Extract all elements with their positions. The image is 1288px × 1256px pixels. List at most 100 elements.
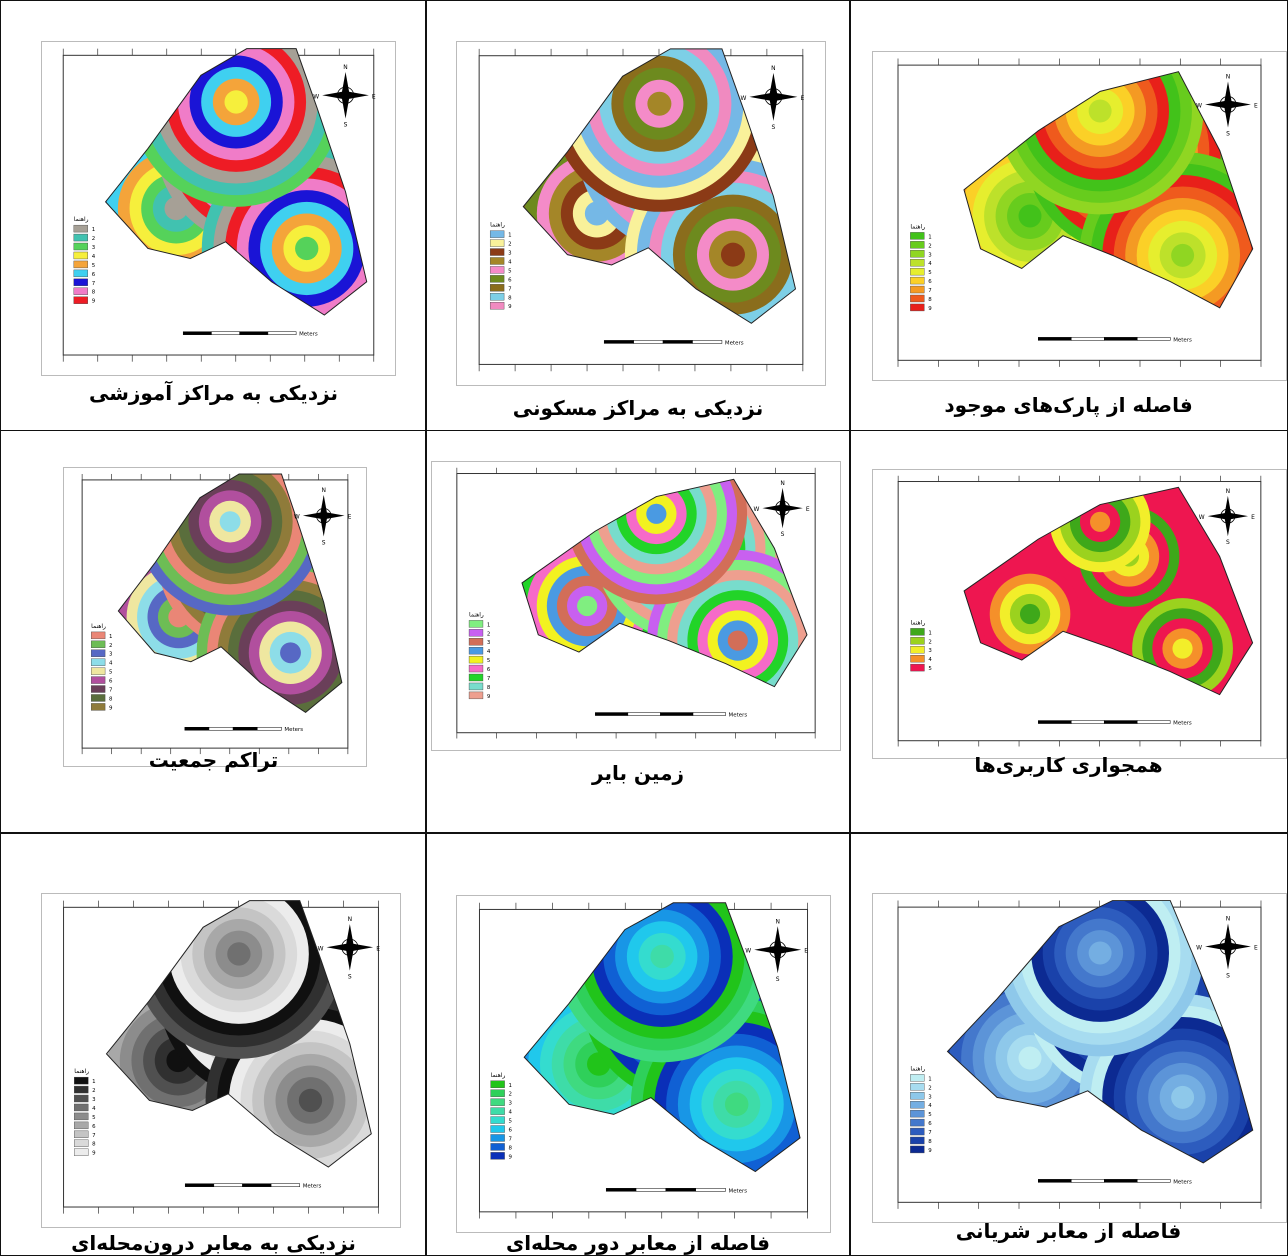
compass-letter: N [771, 65, 775, 72]
map-zone [1090, 511, 1111, 532]
legend-label: 5 [487, 658, 490, 664]
legend-label: 4 [928, 1103, 932, 1109]
map-zone [720, 242, 745, 267]
parcel-boundary [963, 71, 1254, 309]
legend-swatch [468, 655, 484, 664]
legend-swatch [73, 224, 88, 233]
compass-letter: W [294, 514, 300, 521]
map-zone [227, 942, 251, 966]
legend-swatch [73, 251, 88, 260]
legend-swatch [468, 664, 484, 673]
compass-letter: S [348, 974, 352, 981]
scale-units: Meters [1173, 721, 1192, 727]
legend-label: 6 [928, 279, 932, 285]
compass-letter: E [801, 95, 805, 102]
map-zone [724, 1092, 749, 1117]
legend-title: راهنما [491, 1072, 506, 1079]
legend-label: 9 [928, 306, 932, 312]
map-zone [219, 511, 241, 533]
panel-cell: N S E W راهنما 1 2 3 4 5 6 7 8 9 Meters فاصله از معابر… [425, 832, 851, 1256]
legend-label: 1 [509, 1083, 512, 1089]
legend-swatch [910, 1136, 925, 1145]
legend-swatch [910, 250, 925, 258]
legend-swatch [468, 620, 484, 628]
compass-letter: S [776, 976, 780, 983]
legend-swatch [489, 266, 505, 274]
legend-swatch [489, 284, 505, 292]
legend-swatch [74, 1094, 89, 1103]
legend-label: 1 [928, 1076, 931, 1082]
legend-swatch [90, 631, 106, 640]
panel-caption: نزدیکی به معابر درون‌محله‌ای [71, 1231, 356, 1255]
legend-swatch [73, 242, 88, 251]
compass-letter: S [344, 122, 348, 129]
legend-swatch [74, 1139, 89, 1147]
panel-caption: فاصله از پارک‌های موجود [944, 393, 1193, 417]
scale-bar: Meters [605, 1188, 747, 1194]
panel-caption: نزدیکی به مراکز آموزشی [88, 381, 339, 405]
map-frame [897, 481, 1262, 742]
map-zone [224, 90, 248, 114]
legend-swatch [910, 646, 925, 654]
compass-letter: W [754, 506, 760, 513]
legend-swatch [910, 303, 925, 312]
map-zone [1018, 204, 1042, 228]
legend-label: 4 [487, 649, 491, 655]
legend-swatch [90, 640, 106, 648]
legend-label: 9 [508, 304, 512, 310]
legend-swatch [489, 230, 505, 238]
parcel-boundary [522, 48, 797, 324]
legend-swatch [90, 649, 106, 657]
compass-letter: N [321, 487, 325, 494]
compass-letter: E [376, 945, 380, 952]
panel-caption: فاصله از معابر شریانی [955, 1219, 1182, 1243]
legend-label: 3 [508, 251, 512, 257]
legend-label: 1 [487, 622, 490, 628]
scale-bar: Meters [184, 1183, 322, 1190]
legend-swatch [910, 1109, 925, 1118]
legend-swatch [74, 1085, 89, 1094]
map-zone [727, 630, 748, 651]
north-arrow-icon: N S E W [313, 64, 376, 129]
map-zone [1171, 243, 1195, 267]
scale-bar: Meters [603, 340, 744, 346]
legend-title: راهنما [74, 1068, 89, 1075]
legend-swatch [73, 278, 88, 286]
compass-letter: W [318, 945, 324, 952]
legend-label: 2 [109, 643, 112, 649]
scale-bar: Meters [182, 331, 318, 338]
legend-label: 7 [508, 286, 511, 292]
legend-label: 2 [487, 631, 490, 637]
legend-swatch [74, 1148, 89, 1156]
legend-label: 6 [109, 679, 113, 685]
legend-label: 5 [928, 270, 931, 276]
legend-swatch [90, 703, 106, 711]
north-arrow-icon: N S E W [1196, 916, 1258, 980]
legend-label: 5 [92, 263, 95, 269]
compass-letter: W [745, 948, 751, 955]
legend-swatch [468, 629, 484, 637]
panel-caption: فاصله از معابر دور محله‌ای [505, 1231, 771, 1255]
legend-swatch [489, 302, 505, 310]
legend-label: 3 [92, 1097, 96, 1103]
map-panel: N S E W راهنما 1 2 3 4 5 6 7 8 9 Meters [456, 41, 826, 386]
compass-letter: S [1226, 972, 1230, 979]
compass-letter: N [348, 916, 352, 923]
legend-label: 5 [109, 670, 112, 676]
legend-swatch [910, 1083, 925, 1091]
panel-cell: N S E W راهنما 1 2 3 4 5 6 7 8 9 Meters نزدیکی به معاب… [0, 832, 427, 1256]
legend-label: 4 [928, 261, 932, 267]
legend-label: 7 [92, 281, 95, 287]
legend-label: 3 [487, 640, 491, 646]
legend-label: 9 [109, 705, 113, 711]
map-frame [478, 908, 809, 1213]
legend-label: 2 [508, 242, 511, 248]
legend-title: راهنما [910, 1065, 925, 1072]
scale-units: Meters [1173, 337, 1192, 343]
legend-title: راهنما [490, 222, 505, 229]
legend-label: 7 [509, 1136, 512, 1142]
legend-label: 6 [509, 1127, 513, 1133]
